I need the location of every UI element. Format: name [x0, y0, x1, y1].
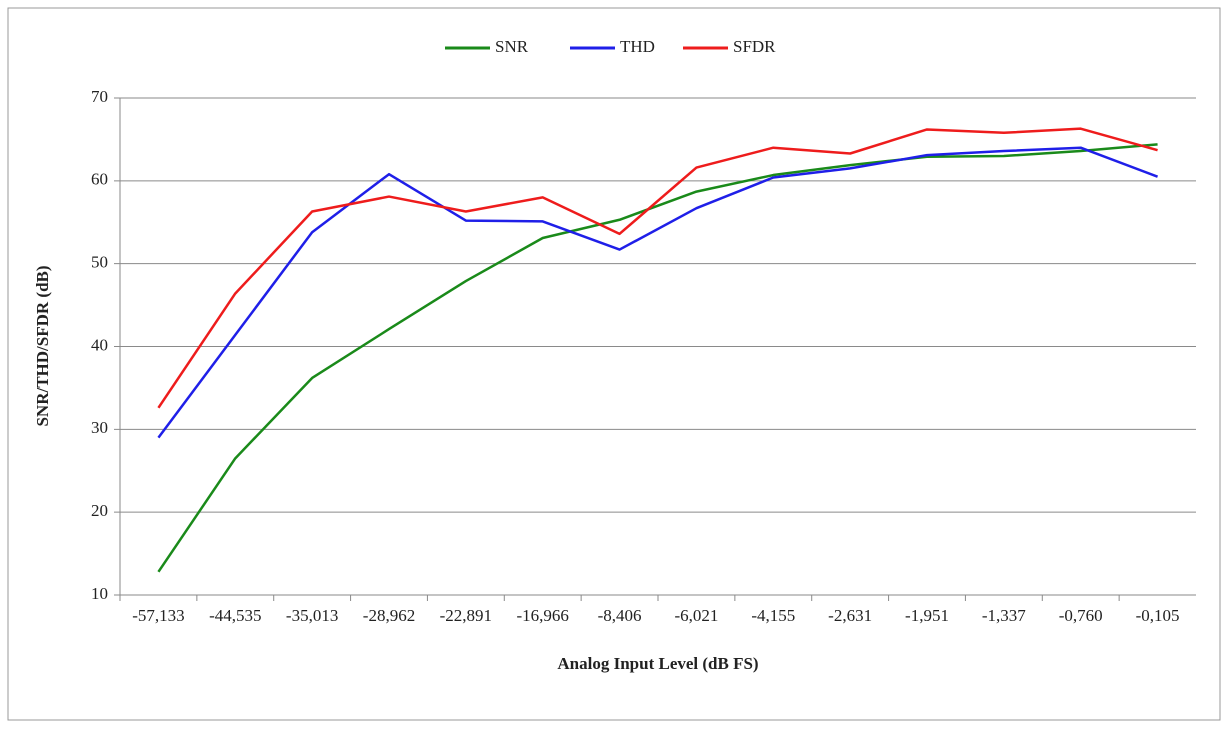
line-series [157, 127, 1158, 409]
legend-label: SNR [495, 37, 529, 56]
y-tick-label: 30 [91, 418, 108, 437]
x-tick-label: -8,406 [598, 606, 642, 625]
line-series [157, 146, 1159, 439]
x-tick-label: -28,962 [363, 606, 415, 625]
line-series [157, 143, 1158, 573]
x-tick-label: -22,891 [440, 606, 492, 625]
x-axis-label: Analog Input Level (dB FS) [557, 654, 758, 673]
x-tick-label: -0,760 [1059, 606, 1103, 625]
legend-label: SFDR [733, 37, 776, 56]
y-tick-label: 50 [91, 253, 108, 272]
x-tick-label: -35,013 [286, 606, 338, 625]
legend-label: THD [620, 37, 655, 56]
x-tick-label: -44,535 [209, 606, 261, 625]
y-tick-label: 10 [91, 584, 108, 603]
x-tick-label: -16,966 [517, 606, 569, 625]
y-tick-label: 70 [91, 87, 108, 106]
x-tick-label: -0,105 [1136, 606, 1180, 625]
x-tick-label: -57,133 [132, 606, 184, 625]
x-tick-label: -4,155 [751, 606, 795, 625]
y-tick-label: 40 [91, 335, 108, 354]
x-tick-label: -2,631 [828, 606, 872, 625]
y-axis-label: SNR/THD/SFDR (dB) [33, 265, 52, 426]
y-tick-label: 20 [91, 501, 108, 520]
chart-frame [7, 7, 1221, 721]
y-tick-label: 60 [91, 170, 108, 189]
x-tick-label: -1,337 [982, 606, 1026, 625]
x-tick-label: -1,951 [905, 606, 949, 625]
x-tick-label: -6,021 [674, 606, 718, 625]
